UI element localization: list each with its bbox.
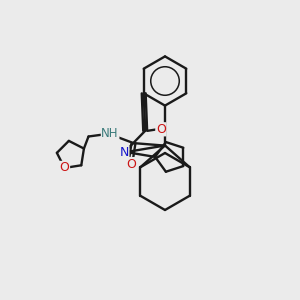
Text: O: O [126, 158, 136, 171]
Text: O: O [60, 161, 70, 174]
Text: N: N [119, 146, 129, 159]
Text: NH: NH [101, 127, 119, 140]
Text: O: O [156, 123, 166, 136]
